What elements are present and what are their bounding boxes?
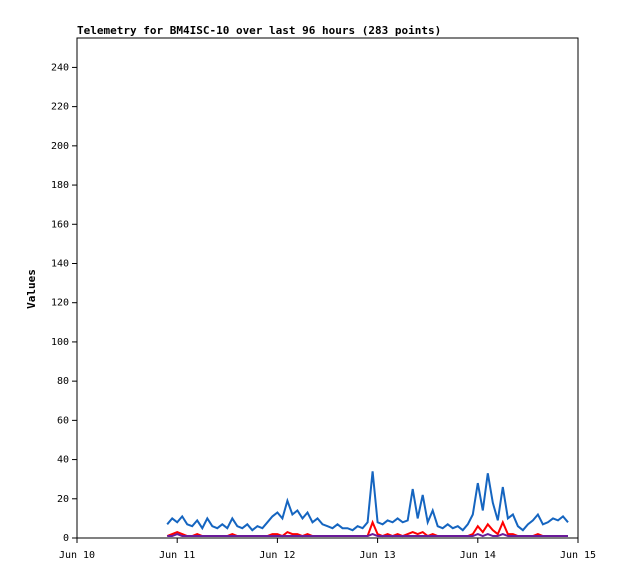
y-tick-label: 20 bbox=[57, 494, 69, 505]
x-tick-label: Jun 13 bbox=[360, 550, 396, 561]
x-tick-label: Jun 10 bbox=[59, 550, 95, 561]
y-tick-label: 80 bbox=[57, 376, 69, 387]
y-tick-label: 240 bbox=[51, 62, 69, 73]
y-tick-label: 200 bbox=[51, 141, 69, 152]
y-tick-label: 180 bbox=[51, 180, 69, 191]
x-tick-label: Jun 14 bbox=[460, 550, 496, 561]
x-tick-label: Jun 11 bbox=[159, 550, 195, 561]
chart-title: Telemetry for BM4ISC-10 over last 96 hou… bbox=[77, 24, 441, 37]
y-tick-label: 60 bbox=[57, 415, 69, 426]
plot-frame bbox=[76, 37, 579, 539]
series-line bbox=[167, 533, 568, 538]
x-tick-label: Jun 15 bbox=[560, 550, 596, 561]
y-tick-label: 120 bbox=[51, 298, 69, 309]
y-tick-label: 40 bbox=[57, 455, 69, 466]
y-tick-label: 140 bbox=[51, 258, 69, 269]
y-tick-label: 100 bbox=[51, 337, 69, 348]
y-tick-label: 160 bbox=[51, 219, 69, 230]
series-line bbox=[166, 471, 569, 532]
y-tick-label: 220 bbox=[51, 102, 69, 113]
x-tick-label: Jun 12 bbox=[259, 550, 295, 561]
y-axis-label: Values bbox=[25, 269, 38, 309]
y-tick-label: 0 bbox=[63, 533, 69, 544]
